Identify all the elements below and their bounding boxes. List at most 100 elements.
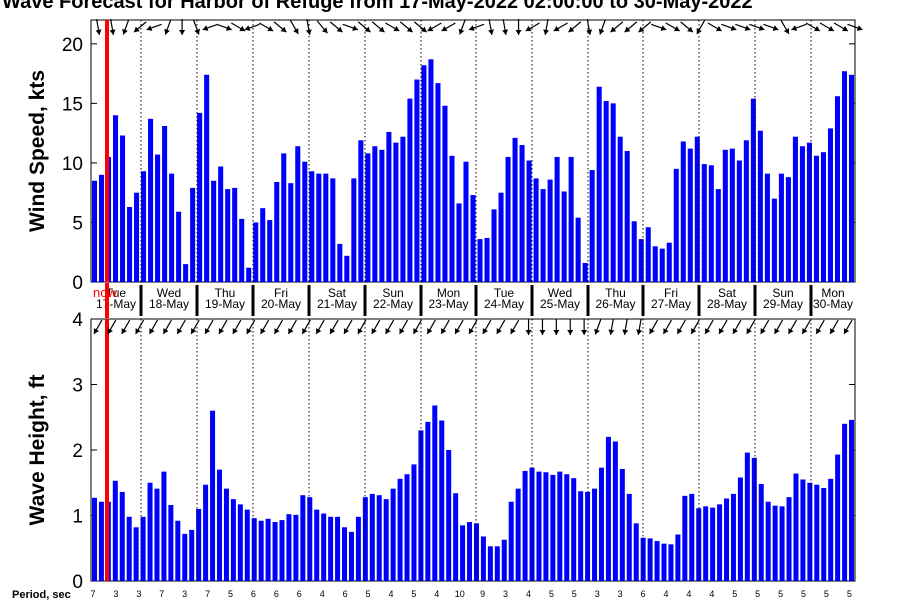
wave-bar bbox=[814, 484, 820, 581]
period-value: 4 bbox=[686, 589, 691, 599]
wave-direction-arrow bbox=[440, 319, 450, 335]
wind-direction-arrow bbox=[427, 22, 442, 32]
wind-bar bbox=[561, 191, 567, 282]
wind-direction-arrow bbox=[273, 21, 287, 33]
wave-bar bbox=[244, 509, 250, 581]
wave-bar bbox=[564, 474, 570, 581]
period-value: 3 bbox=[182, 589, 187, 599]
day-date-label: 30-May bbox=[813, 297, 853, 311]
wind-direction-arrow bbox=[680, 21, 694, 33]
wind-direction-arrow bbox=[488, 19, 494, 35]
wave-bar bbox=[307, 497, 313, 581]
wind-direction-arrow bbox=[329, 21, 343, 33]
wave-direction-arrow bbox=[232, 319, 242, 335]
wave-ytick-label: 1 bbox=[72, 507, 83, 528]
wind-bar bbox=[533, 178, 539, 282]
wind-direction-arrow bbox=[610, 21, 624, 33]
day-labels: Tue17-MayWed18-MayThu19-MayFri20-MaySat2… bbox=[96, 285, 853, 316]
wind-bar bbox=[176, 211, 182, 282]
period-value: 3 bbox=[503, 589, 508, 599]
wind-bar bbox=[813, 155, 819, 282]
wind-direction-arrow bbox=[624, 21, 638, 33]
wave-direction-arrow bbox=[622, 319, 629, 335]
wave-bar bbox=[98, 501, 104, 581]
day-name-label: Thu bbox=[215, 286, 236, 300]
wave-bar bbox=[605, 436, 611, 581]
wind-bar bbox=[323, 173, 329, 282]
wave-direction-arrow bbox=[287, 319, 297, 335]
period-value: 3 bbox=[618, 589, 623, 599]
wave-direction-arrow bbox=[162, 319, 172, 335]
wave-direction-arrow bbox=[636, 319, 643, 335]
period-value: 4 bbox=[434, 589, 439, 599]
wave-bar bbox=[647, 538, 653, 581]
wind-bar bbox=[442, 105, 448, 282]
wind-bar bbox=[715, 189, 721, 282]
wave-direction-arrow bbox=[399, 319, 409, 335]
wave-bar bbox=[335, 516, 341, 581]
wind-bar bbox=[589, 170, 595, 282]
wave-ytick-label: 4 bbox=[72, 310, 83, 331]
wind-bar bbox=[225, 189, 231, 282]
wind-direction-arrow bbox=[696, 19, 706, 35]
period-row: Period, sec 7 3 3 7 3 7 5 6 6 6 4 6 5 4 5 4 10 9 3 4 5 5 3 3 6 4 4… bbox=[12, 589, 852, 600]
wave-bar bbox=[418, 430, 424, 581]
day-name-label: Mon bbox=[437, 286, 460, 300]
wind-direction-arrow bbox=[289, 19, 299, 35]
wave-bar bbox=[453, 493, 459, 581]
wind-direction-arrow bbox=[707, 22, 723, 32]
wind-bar bbox=[708, 165, 714, 282]
period-value: 6 bbox=[251, 589, 256, 599]
wave-bar bbox=[724, 498, 730, 581]
wave-bar bbox=[675, 534, 681, 581]
wave-direction-arrow bbox=[594, 319, 602, 335]
wave-bar bbox=[300, 495, 306, 581]
wave-bar bbox=[258, 520, 264, 581]
wave-ytick-label: 2 bbox=[72, 441, 83, 462]
wind-bar bbox=[351, 178, 357, 282]
wind-bar bbox=[540, 189, 546, 282]
wave-bar bbox=[112, 480, 118, 581]
wave-direction-arrow bbox=[329, 319, 339, 335]
period-value: 4 bbox=[663, 589, 668, 599]
wave-direction-arrow bbox=[371, 319, 381, 335]
wind-direction-arrow bbox=[164, 19, 172, 35]
wind-bar bbox=[148, 118, 154, 282]
wave-bar bbox=[314, 509, 320, 581]
period-value: 3 bbox=[113, 589, 118, 599]
wind-direction-arrow bbox=[665, 22, 680, 32]
wave-bar bbox=[800, 479, 806, 581]
wind-bar bbox=[169, 173, 175, 282]
wave-direction-arrow bbox=[567, 319, 574, 335]
wave-direction-arrow bbox=[343, 319, 353, 335]
wind-bar bbox=[694, 136, 700, 282]
wind-ytick-label: 0 bbox=[72, 273, 83, 294]
wave-direction-arrow bbox=[301, 319, 311, 335]
wave-direction-arrow bbox=[412, 319, 422, 335]
wind-bar bbox=[428, 59, 434, 282]
wind-direction-arrow bbox=[441, 22, 456, 32]
wind-bar bbox=[421, 65, 427, 282]
wind-bar bbox=[400, 136, 406, 282]
wave-bar bbox=[730, 493, 736, 581]
wave-bar bbox=[758, 484, 764, 581]
wave-bar bbox=[501, 539, 507, 581]
day-date-label: 18-May bbox=[149, 297, 189, 311]
day-date-label: 24-May bbox=[484, 297, 524, 311]
wave-direction-arrow bbox=[718, 319, 728, 335]
wave-direction-arrow bbox=[135, 319, 145, 335]
wind-bar bbox=[743, 140, 749, 282]
wind-bar bbox=[764, 173, 770, 282]
period-label: Period, sec bbox=[12, 589, 71, 600]
wind-bar bbox=[827, 128, 833, 282]
wind-bar bbox=[519, 145, 525, 282]
wave-bar bbox=[210, 410, 216, 581]
wave-direction-arrow bbox=[815, 319, 825, 335]
wave-direction-arrow bbox=[746, 319, 756, 335]
period-value: 5 bbox=[824, 589, 829, 599]
wind-bar bbox=[211, 180, 217, 282]
wind-bar bbox=[337, 243, 343, 282]
wave-direction-arrow bbox=[581, 319, 588, 335]
wind-direction-arrow bbox=[721, 23, 737, 31]
wave-bar bbox=[487, 546, 493, 581]
